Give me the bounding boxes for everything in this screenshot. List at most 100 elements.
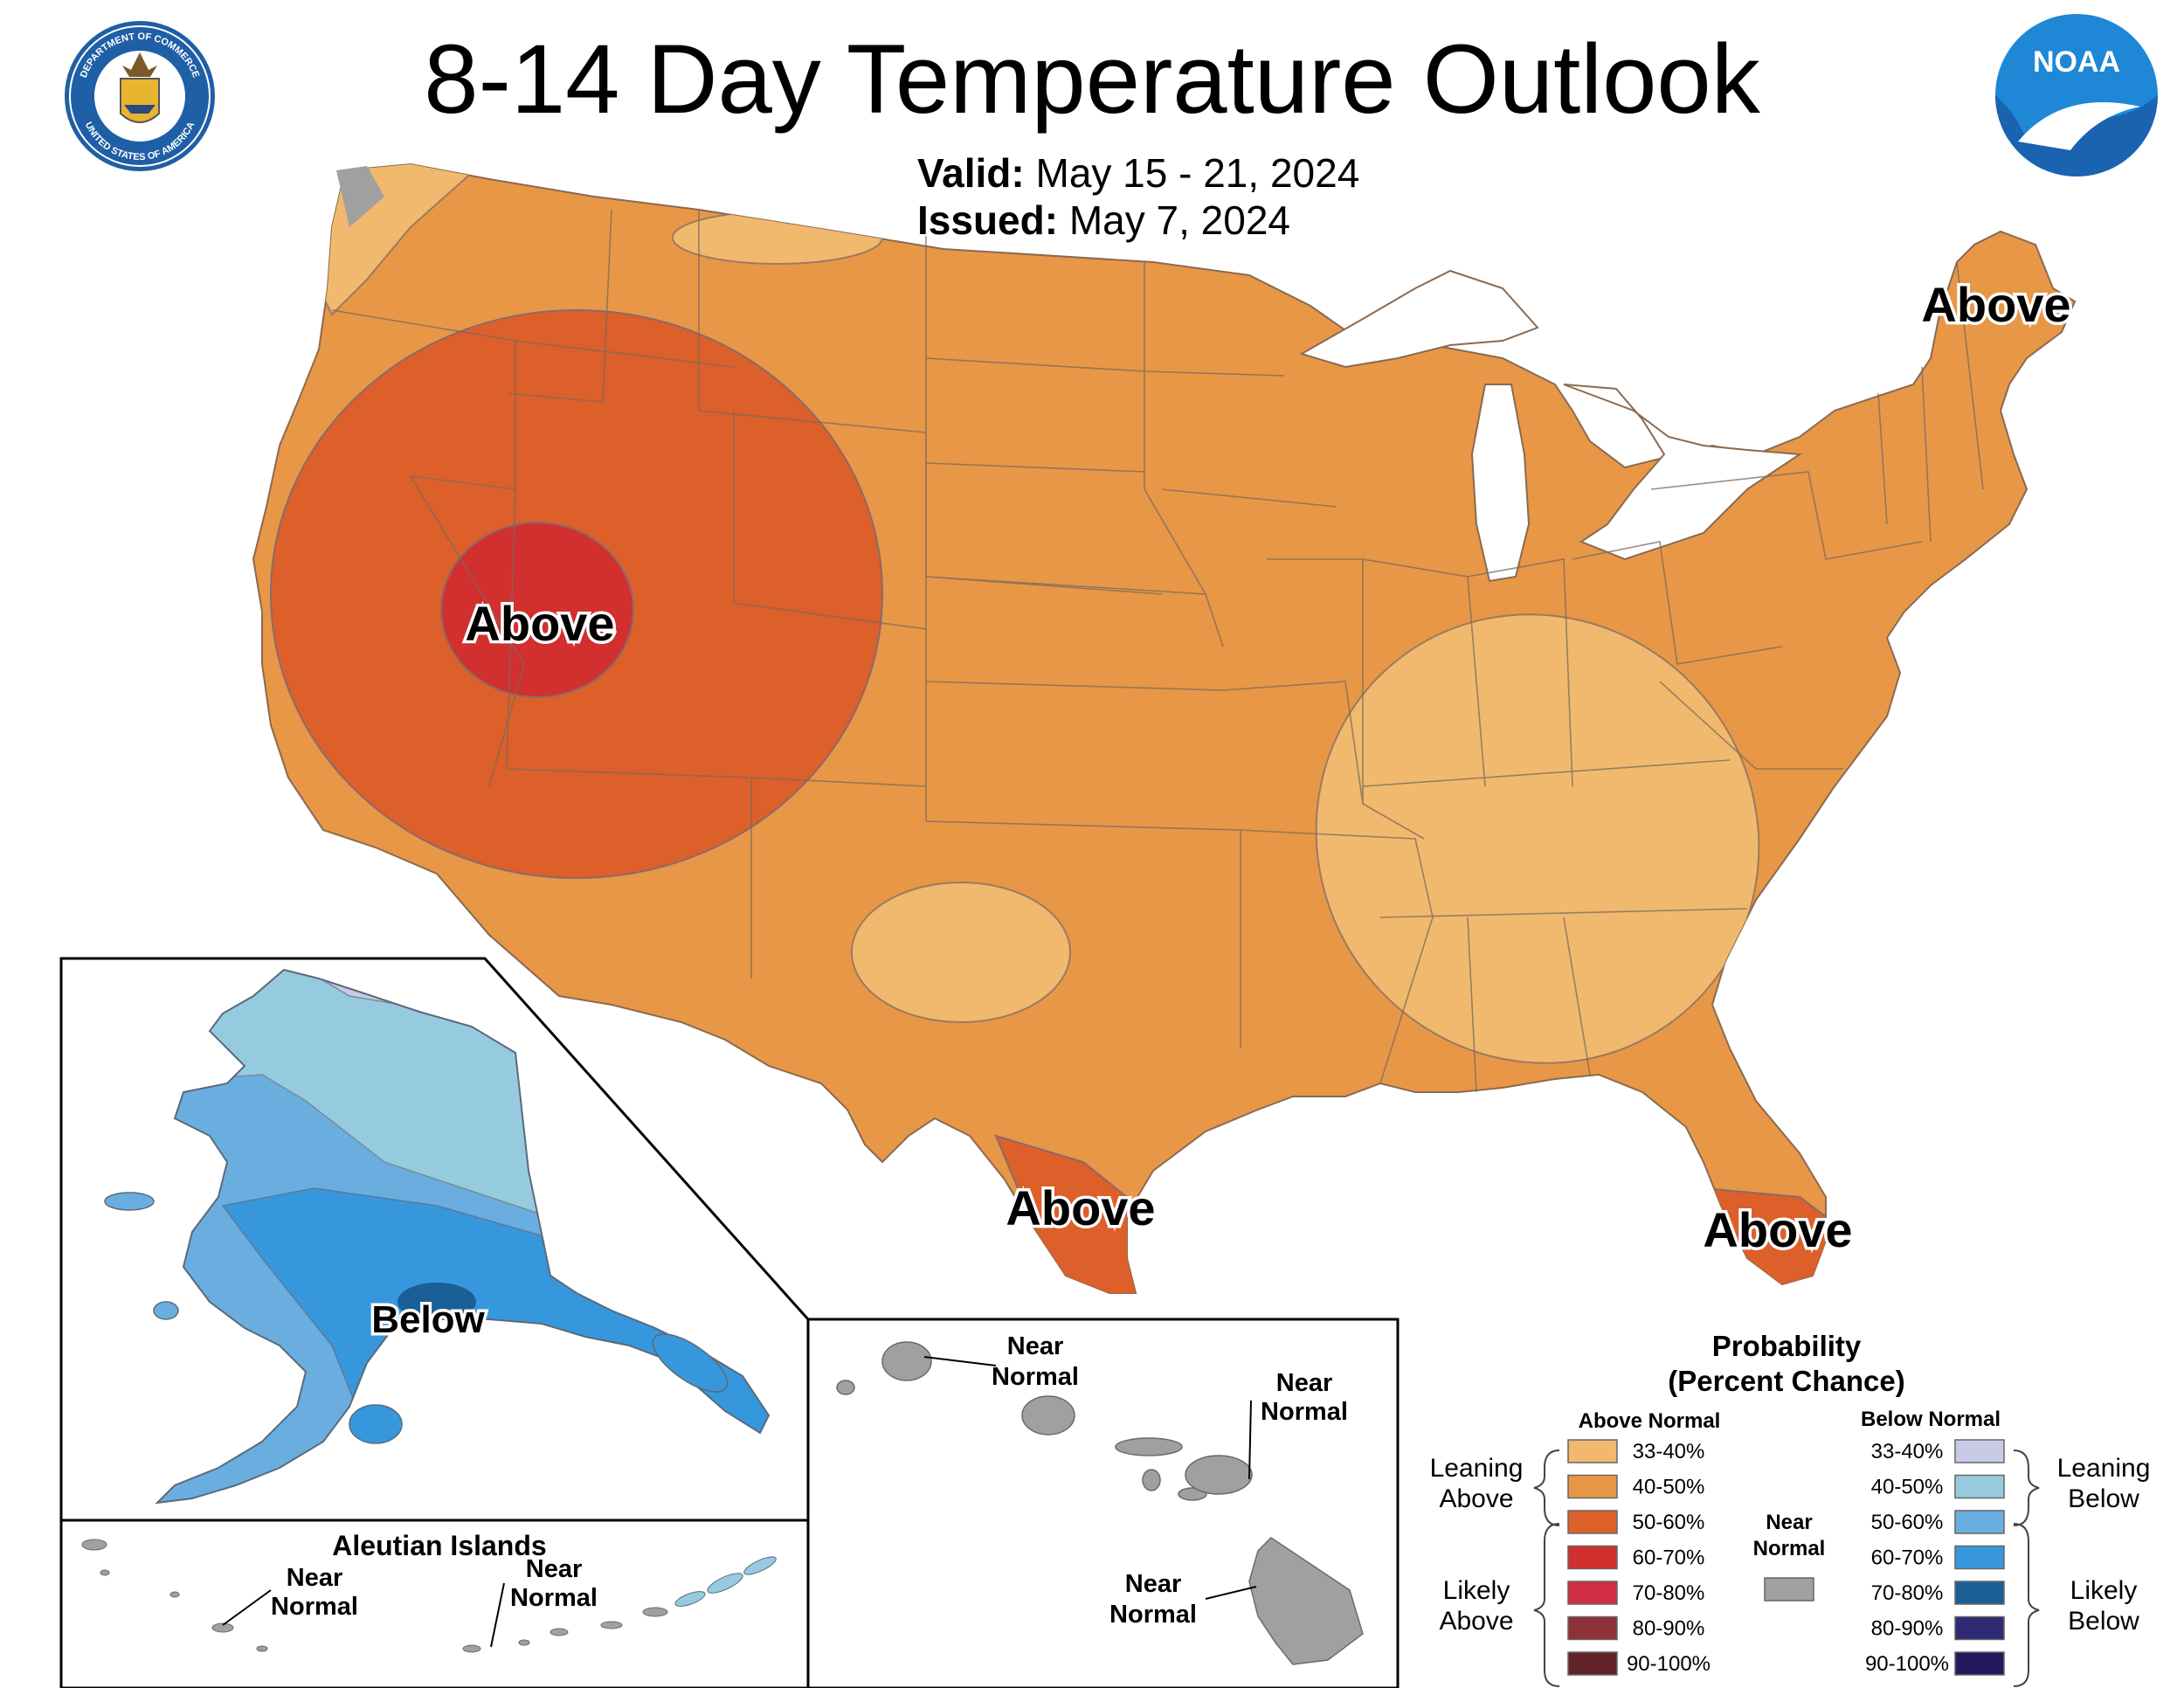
legend-below-rows: 33-40% 40-50% 50-60% 60-70% 70-80% 80-90% 90-1… <box>1865 1439 2005 1676</box>
valid-value: May 15 - 21, 2024 <box>1035 150 1360 196</box>
st-lawrence-island <box>104 1192 155 1211</box>
page-title: 8-14 Day Temperature Outlook <box>424 24 1760 134</box>
hawaii-bigisland-normal: Normal <box>1109 1601 1197 1629</box>
legend-below-label-3: 60-70% <box>1871 1546 1944 1570</box>
legend-leaning-below-2: Below <box>2068 1484 2139 1513</box>
legend-above-label-1: 40-50% <box>1633 1476 1705 1499</box>
legend: Probability (Percent Chance) Above Norma… <box>1430 1330 2151 1687</box>
legend-below-label-6: 90-100% <box>1865 1652 1949 1676</box>
state-boundaries <box>331 209 1984 1093</box>
issued-value: May 7, 2024 <box>1068 197 1290 243</box>
hawaii-inset <box>806 1318 1400 1688</box>
aleutian-islands-shapes <box>81 1539 668 1653</box>
lake-huron-erie-ontario <box>1563 384 1802 561</box>
montana-33-40 <box>672 211 883 265</box>
issued-label: Issued: <box>917 197 1059 243</box>
label-texas-above: Above <box>1006 1180 1155 1235</box>
doc-seal-logo: DEPARTMENT OF COMMERCE UNITED STATES OF … <box>65 21 215 171</box>
legend-likely-above-2: Above <box>1439 1607 1513 1636</box>
legend-likely-below-2: Below <box>2068 1607 2139 1636</box>
legend-above-label-4: 70-80% <box>1633 1581 1705 1605</box>
issued-line: Issued: May 7, 2024 <box>917 197 1290 243</box>
maui-shape <box>1185 1455 1253 1495</box>
legend-below-header: Below Normal <box>1861 1408 2001 1431</box>
kodiak-island <box>349 1404 403 1444</box>
aleutian-west-normal: Normal <box>271 1593 358 1621</box>
legend-above-swatch-3 <box>1567 1545 1618 1570</box>
aleutian-inset <box>59 1519 810 1688</box>
legend-leaning-above-1: Leaning <box>1430 1454 1524 1483</box>
legend-below-swatch-2 <box>1954 1510 2005 1534</box>
legend-braces <box>1533 1449 2040 1687</box>
label-florida-above: Above <box>1703 1202 1852 1257</box>
legend-above-swatch-6 <box>1567 1651 1618 1676</box>
southeast-33-40 <box>1315 613 1760 1064</box>
aleutian-east-near: Near <box>526 1555 583 1583</box>
legend-above-label-3: 60-70% <box>1633 1546 1705 1570</box>
hawaii-islands-shapes <box>836 1341 1364 1665</box>
big-island-shape <box>1248 1537 1364 1665</box>
legend-below-swatch-5 <box>1954 1615 2005 1641</box>
legend-likely-below-1: Likely <box>2070 1576 2138 1605</box>
legend-below-label-1: 40-50% <box>1871 1476 1944 1499</box>
kauai-shape <box>881 1341 932 1381</box>
aleutian-title: Aleutian Islands <box>332 1530 546 1561</box>
legend-below-swatch-6 <box>1954 1651 2005 1676</box>
legend-below-swatch-4 <box>1954 1581 2005 1605</box>
valid-label: Valid: <box>917 150 1025 196</box>
legend-above-swatch-4 <box>1567 1581 1618 1605</box>
hawaii-kauai-normal: Normal <box>992 1363 1079 1391</box>
legend-above-rows: 33-40% 40-50% 50-60% 60-70% 70-80% 80-90% 90-1… <box>1567 1439 1711 1676</box>
legend-likely-above-1: Likely <box>1443 1576 1510 1605</box>
conus-map <box>252 163 2077 1294</box>
noaa-logo: NOAA <box>1995 14 2158 176</box>
great-basin-60-70 <box>440 522 634 698</box>
valid-line: Valid: May 15 - 21, 2024 <box>917 150 1359 196</box>
legend-below-swatch-1 <box>1954 1474 2005 1499</box>
legend-title-1: Probability <box>1712 1330 1862 1362</box>
panhandle-islands <box>652 1333 729 1393</box>
alaska-70-80-spot <box>397 1283 476 1321</box>
legend-below-swatch-0 <box>1954 1439 2005 1463</box>
legend-above-label-5: 80-90% <box>1633 1617 1705 1641</box>
newmexico-texas-33-40 <box>851 882 1071 1023</box>
legend-above-label-6: 90-100% <box>1627 1652 1711 1676</box>
lake-superior <box>1299 269 1539 369</box>
legend-leaning-above-2: Above <box>1439 1484 1513 1513</box>
legend-below-label-2: 50-60% <box>1871 1511 1944 1534</box>
legend-below-label-0: 33-40% <box>1871 1440 1944 1463</box>
legend-below-label-4: 70-80% <box>1871 1581 1944 1605</box>
aleutian-west-near: Near <box>287 1564 343 1592</box>
legend-above-label-0: 33-40% <box>1633 1440 1705 1463</box>
label-alaska-below: Below <box>371 1298 485 1341</box>
legend-below-swatch-3 <box>1954 1545 2005 1570</box>
legend-near-label-1: Near <box>1766 1511 1812 1534</box>
hawaii-kauai-near: Near <box>1007 1332 1064 1360</box>
label-west-above: Above <box>465 596 614 651</box>
legend-above-swatch-2 <box>1567 1510 1618 1534</box>
legend-leaning-below-1: Leaning <box>2057 1454 2151 1483</box>
hawaii-maui-near: Near <box>1276 1369 1333 1397</box>
legend-near-swatch <box>1764 1577 1814 1602</box>
aleutian-east-blue <box>674 1556 777 1607</box>
legend-below-label-5: 80-90% <box>1871 1617 1944 1641</box>
nunivak-island <box>153 1301 179 1320</box>
legend-title-2: (Percent Chance) <box>1668 1365 1904 1397</box>
legend-near-label-2: Normal <box>1753 1537 1826 1560</box>
legend-above-swatch-1 <box>1567 1474 1618 1499</box>
legend-above-label-2: 50-60% <box>1633 1511 1705 1534</box>
alaska-outline <box>155 968 771 1505</box>
aleutian-east-normal: Normal <box>510 1584 598 1612</box>
legend-above-header: Above Normal <box>1579 1409 1721 1433</box>
label-northeast-above: Above <box>1921 277 2070 332</box>
legend-above-swatch-5 <box>1567 1615 1618 1641</box>
washington-near-normal <box>336 166 384 227</box>
lake-michigan <box>1470 384 1531 583</box>
legend-above-swatch-0 <box>1567 1439 1618 1463</box>
hawaii-maui-normal: Normal <box>1261 1398 1348 1426</box>
svg-text:NOAA: NOAA <box>2033 45 2120 79</box>
oahu-shape <box>1021 1395 1075 1435</box>
hawaii-bigisland-near: Near <box>1125 1570 1182 1598</box>
